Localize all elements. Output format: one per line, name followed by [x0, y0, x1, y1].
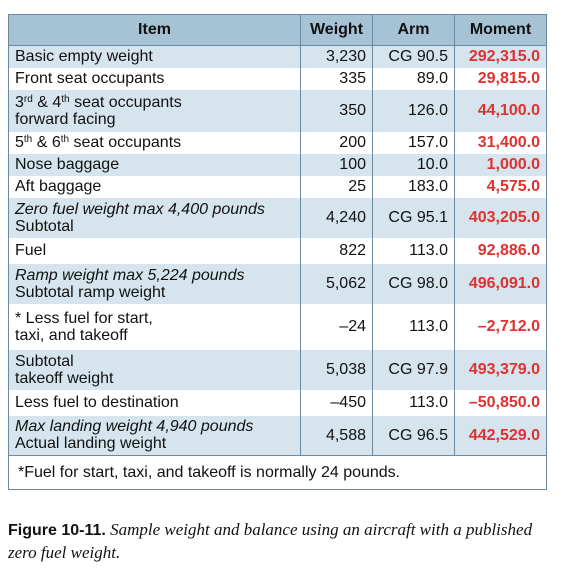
row-arm: 113.0	[372, 303, 455, 350]
row-arm: CG 95.1	[372, 197, 455, 238]
table-row: 3rd & 4th seat occupants forward facing 3…	[8, 89, 547, 132]
table-row: Ramp weight max 5,224 pounds Subtotal ram…	[8, 263, 547, 304]
row-arm: 113.0	[372, 237, 455, 264]
table-row: Basic empty weight 3,230 CG 90.5 292,315…	[8, 45, 547, 68]
row-item: * Less fuel for start, taxi, and takeoff	[8, 303, 301, 350]
row-weight: 4,588	[300, 415, 373, 456]
table-row: Subtotal takeoff weight 5,038 CG 97.9 493…	[8, 349, 547, 390]
row-moment: 493,379.0	[454, 349, 547, 390]
row-weight: 5,062	[300, 263, 373, 304]
table-row: 5th & 6th seat occupants 200 157.0 31,40…	[8, 131, 547, 154]
row-item: Nose baggage	[8, 153, 301, 176]
row-arm: CG 97.9	[372, 349, 455, 390]
row-weight: 335	[300, 67, 373, 90]
table-row: Max landing weight 4,940 pounds Actual la…	[8, 415, 547, 456]
header-item: Item	[8, 14, 301, 46]
row-moment: 4,575.0	[454, 175, 547, 198]
row-arm: 113.0	[372, 389, 455, 416]
row-moment: 92,886.0	[454, 237, 547, 264]
row-item: 5th & 6th seat occupants	[8, 131, 301, 154]
table-row: * Less fuel for start, taxi, and takeoff …	[8, 303, 547, 350]
row-weight: 100	[300, 153, 373, 176]
row-weight: –450	[300, 389, 373, 416]
row-arm: 10.0	[372, 153, 455, 176]
row-moment: 496,091.0	[454, 263, 547, 304]
header-row: Item Weight Arm Moment	[8, 14, 547, 46]
row-weight: 3,230	[300, 45, 373, 68]
table-row: Front seat occupants 335 89.0 29,815.0	[8, 67, 547, 90]
row-arm: CG 90.5	[372, 45, 455, 68]
row-weight: 4,240	[300, 197, 373, 238]
row-moment: –2,712.0	[454, 303, 547, 350]
row-item: Zero fuel weight max 4,400 pounds Subtota…	[8, 197, 301, 238]
table-row: Aft baggage 25 183.0 4,575.0	[8, 175, 547, 198]
row-moment: 403,205.0	[454, 197, 547, 238]
row-weight: 822	[300, 237, 373, 264]
row-moment: 442,529.0	[454, 415, 547, 456]
row-item: 3rd & 4th seat occupants forward facing	[8, 89, 301, 132]
row-item: Fuel	[8, 237, 301, 264]
row-moment: 29,815.0	[454, 67, 547, 90]
table-row: Fuel 822 113.0 92,886.0	[8, 237, 547, 264]
weight-balance-table: Item Weight Arm Moment Basic empty weigh…	[8, 14, 547, 490]
row-weight: 200	[300, 131, 373, 154]
table-row: Nose baggage 100 10.0 1,000.0	[8, 153, 547, 176]
footnote: *Fuel for start, taxi, and takeoff is no…	[8, 455, 547, 490]
weight-balance-figure: Item Weight Arm Moment Basic empty weigh…	[8, 14, 547, 490]
row-item: Front seat occupants	[8, 67, 301, 90]
row-item: Less fuel to destination	[8, 389, 301, 416]
row-item: Subtotal takeoff weight	[8, 349, 301, 390]
row-arm: CG 96.5	[372, 415, 455, 456]
row-weight: –24	[300, 303, 373, 350]
row-moment: 31,400.0	[454, 131, 547, 154]
caption-text: Sample weight and balance using an aircr…	[8, 520, 533, 562]
caption-label: Figure 10-11.	[8, 522, 106, 539]
row-weight: 25	[300, 175, 373, 198]
header-moment: Moment	[454, 14, 547, 46]
row-moment: 292,315.0	[454, 45, 547, 68]
footnote-row: *Fuel for start, taxi, and takeoff is no…	[8, 455, 547, 490]
row-item: Max landing weight 4,940 pounds Actual la…	[8, 415, 301, 456]
row-item: Basic empty weight	[8, 45, 301, 68]
header-weight: Weight	[300, 14, 373, 46]
row-moment: –50,850.0	[454, 389, 547, 416]
row-weight: 5,038	[300, 349, 373, 390]
row-arm: CG 98.0	[372, 263, 455, 304]
row-moment: 44,100.0	[454, 89, 547, 132]
row-moment: 1,000.0	[454, 153, 547, 176]
row-arm: 126.0	[372, 89, 455, 132]
figure-caption: Figure 10-11. Sample weight and balance …	[8, 519, 560, 565]
table-row: Zero fuel weight max 4,400 pounds Subtota…	[8, 197, 547, 238]
header-arm: Arm	[372, 14, 455, 46]
row-arm: 89.0	[372, 67, 455, 90]
table-row: Less fuel to destination –450 113.0 –50,…	[8, 389, 547, 416]
row-arm: 157.0	[372, 131, 455, 154]
row-arm: 183.0	[372, 175, 455, 198]
row-item: Ramp weight max 5,224 pounds Subtotal ram…	[8, 263, 301, 304]
row-item: Aft baggage	[8, 175, 301, 198]
row-weight: 350	[300, 89, 373, 132]
